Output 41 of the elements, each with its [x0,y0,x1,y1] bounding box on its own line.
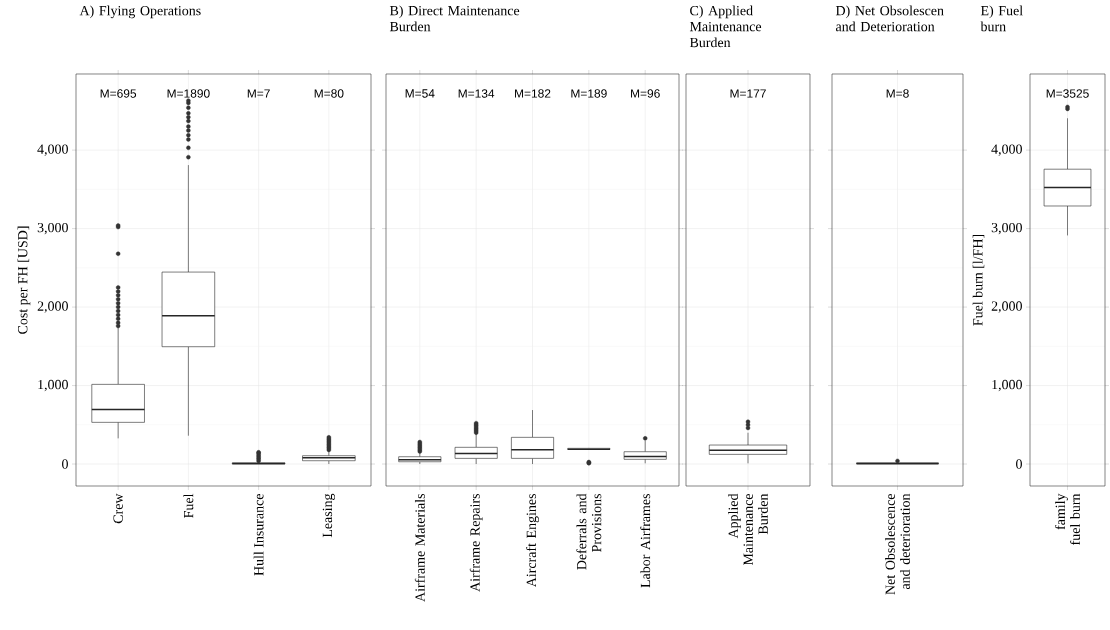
y-tick-label: 2,000 [37,301,68,313]
x-tick-label: Airframe Repairs [469,494,483,592]
x-tick-label: family fuel burn [1055,493,1080,545]
x-tick-label: Hull Insurance [253,494,264,576]
x-tick-label: Aircraft Engines [526,494,539,588]
y-tick-label: 3,000 [991,222,1022,235]
chart-title: C) Applied Maintenance Burden [689,5,762,48]
annotation: M=1890 [167,89,210,98]
chart-title: D) Net Obsolescen and Deterioration [835,5,944,32]
y-tick-label: 3,000 [37,222,68,235]
x-tick-label: Crew [113,493,123,524]
y-tick-label: 0 [1016,459,1022,469]
y-axis-title: Fuel burn [l/FH] [972,234,985,326]
annotation: M=182 [515,89,551,98]
y-axis-title: Cost per FH [USD] [17,226,31,334]
x-tick-label: Net Obsolescence and deterioration [885,493,910,595]
y-tick-label: 1,000 [992,379,1022,392]
annotation: M=3525 [1046,89,1089,98]
annotation: M=189 [571,89,607,98]
x-tick-label: Leasing [322,493,335,538]
y-tick-label: 2,000 [991,301,1022,313]
chart-title: E) Fuel burn [980,5,1023,32]
chart-title: A) Flying Operations [79,5,201,19]
annotation: M=54 [405,89,435,98]
x-tick-label: Labor Airframes [640,494,651,588]
chart-title: B) Direct Maintenance Burden [389,5,520,32]
y-tick-label: 4,000 [37,144,68,156]
y-tick-label: 1,000 [38,379,68,392]
x-tick-label: Fuel [183,493,194,518]
y-tick-label: 4,000 [991,144,1022,156]
annotation: M=177 [730,89,766,98]
annotation: M=695 [100,89,137,98]
annotation: M=96 [631,89,660,98]
annotation: M=8 [886,89,909,98]
annotation: M=134 [458,89,495,98]
x-tick-label: Airframe Materials [414,494,425,602]
annotation: M=80 [314,89,344,98]
y-tick-label: 0 [62,459,68,469]
x-tick-label: Deferrals and Provisions [576,493,602,570]
annotation: M=7 [247,89,270,98]
x-tick-label: Applied Maintenance Burden [728,493,768,566]
